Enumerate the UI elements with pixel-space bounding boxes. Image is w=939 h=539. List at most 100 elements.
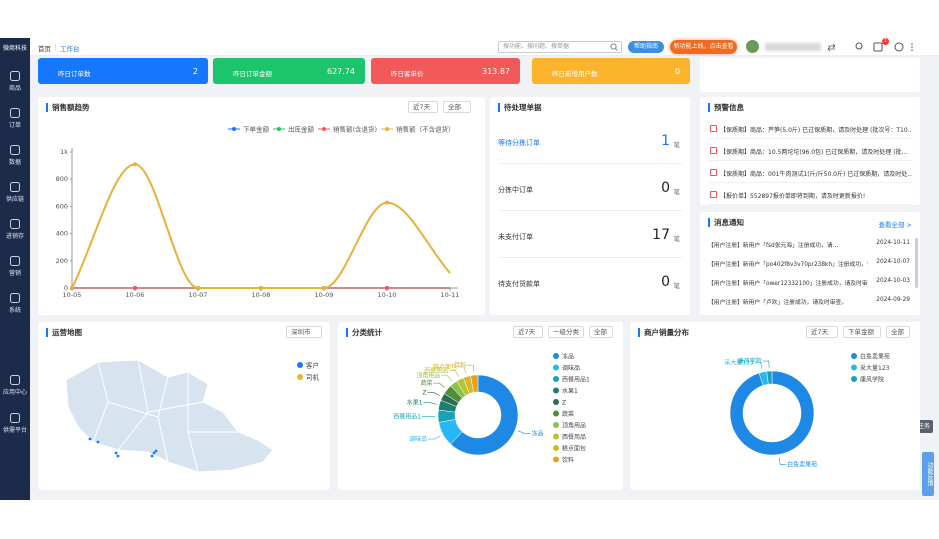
search-box[interactable]: 搜功能、搜问题、搜单据: [498, 41, 622, 53]
menu-label[interactable]: 数据: [0, 157, 30, 166]
pending-unit: 笔: [674, 186, 681, 196]
blank-card: [700, 58, 920, 92]
alert-text[interactable]: 【报价单】552897报价单即将到期，请及时更新报价!: [720, 191, 912, 200]
pending-unit: 笔: [674, 233, 681, 243]
stat-card: 昨日新增用户数0: [532, 58, 690, 84]
breadcrumb-current[interactable]: 工作台: [60, 43, 80, 53]
message-icon[interactable]: [874, 43, 882, 51]
legend-dot: [553, 388, 559, 394]
menu-label[interactable]: 订单: [0, 120, 30, 129]
legend-dot: [277, 127, 281, 131]
user-icon[interactable]: [856, 43, 862, 49]
pending-label[interactable]: 等待分拣订单: [498, 138, 540, 148]
separator: [708, 160, 912, 161]
leader-line: [467, 365, 474, 372]
slice-label: 饮料: [454, 361, 466, 369]
menu-label[interactable]: 应用中心: [0, 387, 30, 396]
card-title: 待处理单据: [498, 103, 542, 112]
menu-icon: [9, 181, 21, 193]
message-text[interactable]: 【用户注册】新用户「ower12332100」注册成功，请及时审...: [708, 278, 868, 287]
menu-icon: [9, 374, 21, 386]
message-text[interactable]: 【用户注册】新用户「po402f8v3v70pr238kh」注册成功，请...: [708, 259, 868, 268]
menu-label[interactable]: 进销存: [0, 231, 30, 240]
slice-label: 康风学院: [738, 357, 762, 365]
point: [133, 162, 137, 166]
customer-dot: [97, 441, 100, 444]
leader-line: [433, 383, 444, 387]
customer-dot: [115, 452, 118, 455]
alerts-card: 预警信息【保质期】商品：芦笋(5.0斤) 已过保质期，请及时处理 (批次号：T1…: [700, 97, 920, 205]
series-line: [72, 164, 450, 288]
legend-dot: [553, 376, 559, 382]
scrollbar: [915, 238, 918, 288]
pie-chart: 冻品冻品调味品调味品西餐用品1西餐用品1水果1水果1ZZ蔬菜蔬菜顶角用品顶角用品…: [338, 322, 623, 490]
line-chart: 02004006008001k10-0510-0610-0710-0810-09…: [38, 117, 485, 315]
pending-label[interactable]: 分拣中订单: [498, 185, 533, 195]
x-tick-label: 10-05: [63, 291, 82, 299]
menu-icon: [9, 70, 21, 82]
dropdown[interactable]: 近7天: [408, 101, 438, 113]
customer-dot: [117, 455, 120, 458]
merchant-card: 商户销量分布全部下单金额近7天白鱼卖果苑白鱼卖果苑采大量123采大量123康风学…: [630, 322, 920, 490]
separator: [708, 204, 912, 205]
legend-label: 调味品: [562, 364, 580, 372]
search-icon: [610, 43, 618, 51]
menu-label[interactable]: 供应链: [0, 194, 30, 203]
map: 客户司机: [38, 322, 330, 490]
legend-label: 西餐用品: [562, 433, 586, 441]
pending-value: 17: [652, 227, 670, 243]
slice-label: Z: [422, 389, 426, 396]
message-text[interactable]: 【用户注册】新用户「卢欢」注册成功，请及时审查。: [708, 297, 868, 306]
separator: [498, 257, 682, 258]
alert-icon: [710, 191, 717, 198]
y-tick-label: 200: [56, 257, 68, 265]
dropdown[interactable]: 全部: [443, 101, 471, 113]
help-icon[interactable]: [895, 43, 903, 51]
sidebar: 微商科技 商品订单数据供应链进销存营销系统应用中心供需平台: [0, 38, 30, 500]
pending-unit: 笔: [674, 280, 681, 290]
icon-shape: [11, 146, 20, 155]
help-button[interactable]: 帮助指南: [628, 41, 664, 53]
slice-label: 西餐用品1: [393, 413, 421, 421]
legend-label: 销售额（不含退货）: [396, 125, 455, 134]
legend-label: 出库金额: [288, 125, 315, 134]
pending-card: 待处理单据等待分拣订单1笔分拣中订单0笔未支付订单17笔待支付货款单0笔: [490, 97, 690, 315]
feedback-tab[interactable]: 功能反馈: [922, 452, 934, 496]
slice-label: 白鱼卖果苑: [787, 460, 817, 468]
legend-dot: [322, 127, 326, 131]
avatar[interactable]: [746, 40, 759, 53]
alert-text[interactable]: 【保质期】商品：001牛肉测试1(斤/斤50.0斤) 已过保质期，请及时处...: [720, 169, 912, 178]
category-card: 分类统计全部一级分类近7天冻品冻品调味品调味品西餐用品1西餐用品1水果1水果1Z…: [338, 322, 623, 490]
alert-text[interactable]: 【保质期】商品：芦笋(5.0斤) 已过保质期，请及时处理 (批次号：T10...: [720, 125, 912, 134]
stat-card: 昨日订单金额627.74: [213, 58, 365, 84]
leader-line: [449, 370, 458, 376]
pending-label[interactable]: 待支付货款单: [498, 279, 540, 289]
leader-line: [763, 361, 769, 368]
message-date: 2024-10-11: [876, 240, 910, 246]
x-tick-label: 10-08: [252, 291, 271, 299]
menu-icon: [9, 255, 21, 267]
leader-line: [427, 392, 439, 395]
message-text[interactable]: 【用户注册】新用户「fsd张元海」注册成功，请...: [708, 240, 868, 249]
pending-label[interactable]: 未支付订单: [498, 232, 533, 242]
legend-label: 客户: [306, 361, 319, 370]
alert-icon: [710, 147, 717, 154]
customer-dot: [89, 438, 92, 441]
alert-icon: [710, 169, 717, 176]
breadcrumb-home[interactable]: 首页: [38, 43, 51, 53]
switch-icon[interactable]: [828, 44, 835, 51]
menu-label[interactable]: 供需平台: [0, 425, 30, 434]
menu-label[interactable]: 商品: [0, 83, 30, 92]
alert-text[interactable]: 【保质期】商品：10.5两坨坨(96.0包) 已过保质期，请及时处理 (批...: [720, 147, 912, 156]
menu-label[interactable]: 系统: [0, 305, 30, 314]
more-link[interactable]: 查看全部 >: [878, 219, 912, 229]
stat-value: 0: [675, 67, 680, 76]
legend-label: 糕点面包: [562, 445, 586, 453]
point: [322, 286, 326, 290]
promo-button[interactable]: 新功能上线，点击查看: [670, 40, 737, 54]
menu-label[interactable]: 营销: [0, 268, 30, 277]
slice-label: 调味品: [409, 435, 427, 443]
legend-label: 白鱼卖果苑: [860, 353, 890, 361]
region: [66, 360, 273, 472]
